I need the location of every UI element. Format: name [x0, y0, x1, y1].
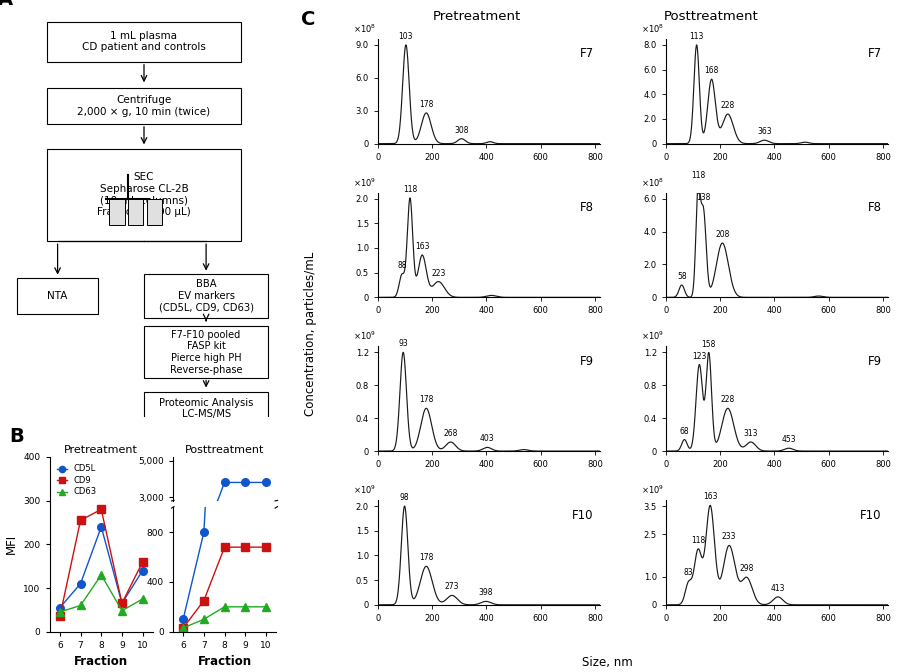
Text: 273: 273: [445, 583, 459, 591]
Text: B: B: [9, 427, 23, 446]
Text: 403: 403: [480, 434, 495, 444]
Text: 298: 298: [740, 564, 754, 573]
Text: 208: 208: [716, 230, 730, 239]
Text: C: C: [302, 10, 316, 29]
Text: 363: 363: [757, 127, 771, 136]
Bar: [17, 278, 98, 314]
Text: 123: 123: [692, 351, 706, 360]
Text: 308: 308: [454, 126, 469, 135]
Text: $\times10^{8}$: $\times10^{8}$: [353, 22, 376, 35]
Title: Pretreatment: Pretreatment: [64, 445, 139, 455]
Text: $\times10^{9}$: $\times10^{9}$: [641, 484, 664, 496]
Text: 113: 113: [689, 32, 704, 41]
Text: $\times10^{8}$: $\times10^{8}$: [641, 176, 664, 189]
Text: 158: 158: [702, 339, 716, 349]
Text: $\times10^{9}$: $\times10^{9}$: [353, 484, 376, 496]
Text: 1 mL plasma
CD patient and controls: 1 mL plasma CD patient and controls: [82, 31, 206, 52]
Text: 103: 103: [399, 32, 413, 41]
Text: 88: 88: [397, 261, 407, 270]
Y-axis label: MFI: MFI: [4, 534, 18, 554]
Text: 118: 118: [403, 185, 417, 194]
Text: SEC
Sepharose CL-2B
(10-mL columns)
Fractions (500 μL): SEC Sepharose CL-2B (10-mL columns) Frac…: [97, 173, 191, 217]
X-axis label: Fraction: Fraction: [74, 655, 129, 668]
Text: F10: F10: [860, 509, 882, 521]
Text: 68: 68: [680, 427, 689, 435]
Text: 313: 313: [743, 429, 758, 438]
Text: 93: 93: [399, 339, 408, 349]
Text: Centrifuge
2,000 × g, 10 min (twice): Centrifuge 2,000 × g, 10 min (twice): [77, 95, 211, 117]
Text: 178: 178: [419, 100, 434, 109]
Bar: [47, 88, 241, 124]
Text: 138: 138: [697, 194, 711, 202]
Text: 178: 178: [419, 553, 434, 562]
Bar: [144, 274, 268, 318]
Text: Posttreatment: Posttreatment: [663, 10, 759, 23]
Text: $\times10^{8}$: $\times10^{8}$: [641, 22, 664, 35]
Text: 398: 398: [479, 589, 493, 597]
Text: 413: 413: [770, 584, 785, 593]
Title: Posttreatment: Posttreatment: [184, 445, 265, 455]
Text: 58: 58: [677, 272, 687, 281]
Text: 168: 168: [705, 66, 719, 75]
Text: 118: 118: [691, 171, 705, 179]
Bar: [47, 22, 241, 62]
Text: $\times10^{9}$: $\times10^{9}$: [641, 330, 664, 342]
Text: F8: F8: [580, 201, 594, 214]
Text: Pretreatment: Pretreatment: [433, 10, 521, 23]
Text: F7: F7: [868, 47, 882, 60]
Text: 163: 163: [703, 493, 717, 501]
Text: 228: 228: [721, 395, 735, 405]
Text: Proteomic Analysis
LC-MS/MS: Proteomic Analysis LC-MS/MS: [159, 398, 253, 419]
Text: NTA: NTA: [48, 291, 68, 300]
Text: 118: 118: [691, 536, 705, 545]
Text: F10: F10: [572, 509, 594, 521]
Text: F7: F7: [580, 47, 594, 60]
Text: 233: 233: [722, 532, 736, 542]
Text: $\times10^{9}$: $\times10^{9}$: [353, 176, 376, 189]
Text: 228: 228: [721, 101, 735, 110]
Text: A: A: [0, 0, 14, 9]
X-axis label: Fraction: Fraction: [197, 655, 252, 668]
Text: 178: 178: [419, 395, 434, 405]
Bar: [47, 149, 241, 241]
Text: 223: 223: [431, 269, 446, 278]
Text: 83: 83: [684, 569, 693, 577]
Text: 453: 453: [781, 435, 797, 444]
Bar: [148, 199, 162, 225]
Text: 268: 268: [444, 429, 458, 438]
Bar: [144, 392, 268, 425]
Text: Size, nm: Size, nm: [582, 656, 633, 669]
Legend: CD5L, CD9, CD63: CD5L, CD9, CD63: [54, 461, 100, 500]
Bar: [129, 199, 143, 225]
Text: F7-F10 pooled
FASP kit
Pierce high PH
Reverse-phase: F7-F10 pooled FASP kit Pierce high PH Re…: [170, 330, 242, 374]
Text: BBA
EV markers
(CD5L, CD9, CD63): BBA EV markers (CD5L, CD9, CD63): [158, 279, 254, 312]
Text: Concentration, particles/mL: Concentration, particles/mL: [304, 252, 317, 417]
Text: F9: F9: [580, 355, 594, 368]
Bar: [144, 326, 268, 378]
Text: $\times10^{9}$: $\times10^{9}$: [353, 330, 376, 342]
Text: F9: F9: [868, 355, 882, 368]
Text: 163: 163: [415, 242, 429, 251]
Bar: [110, 199, 124, 225]
Text: F8: F8: [868, 201, 882, 214]
Text: 98: 98: [400, 493, 410, 502]
